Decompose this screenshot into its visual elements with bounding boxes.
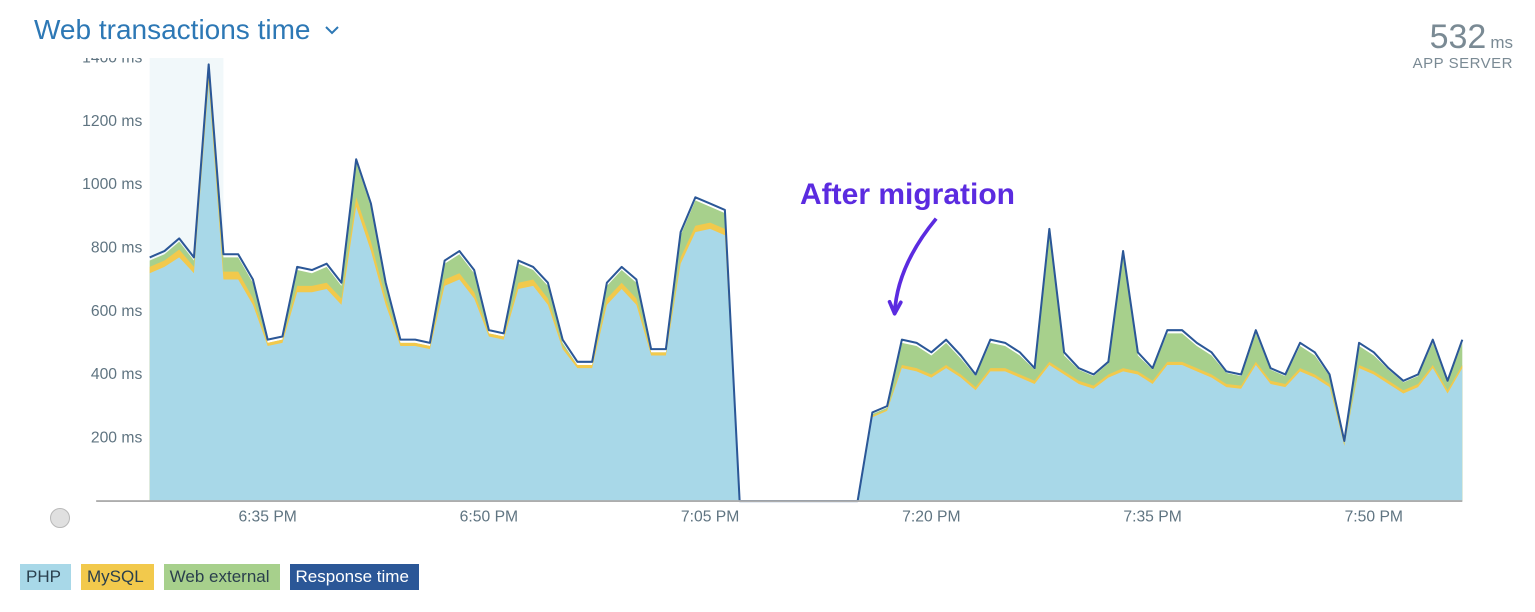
legend-label: Response time	[296, 567, 409, 587]
legend-item[interactable]: MySQL	[81, 564, 154, 590]
annotation-arrow	[895, 219, 937, 314]
chart-panel: Web transactions time 532ms APP SERVER 2…	[0, 0, 1535, 612]
chart-title-dropdown[interactable]: Web transactions time	[34, 14, 339, 46]
x-tick-label: 7:20 PM	[902, 508, 960, 525]
chart-title: Web transactions time	[34, 14, 311, 46]
y-tick-label: 1000 ms	[82, 176, 142, 193]
time-slider-handle[interactable]	[50, 508, 70, 528]
legend-label: Web external	[170, 567, 270, 587]
legend-item[interactable]: PHP	[20, 564, 71, 590]
legend-label: PHP	[26, 567, 61, 587]
x-tick-label: 7:05 PM	[681, 508, 739, 525]
chart-legend: PHP MySQL Web external Response time	[20, 564, 419, 590]
annotation-label: After migration	[800, 178, 1015, 212]
transactions-chart[interactable]: 200 ms 400 ms 600 ms 800 ms 1000 ms 1200 ms 14…	[20, 58, 1520, 538]
x-tick-label: 6:35 PM	[238, 508, 296, 525]
legend-label: MySQL	[87, 567, 144, 587]
x-tick-label: 6:50 PM	[460, 508, 518, 525]
y-tick-label: 400 ms	[91, 366, 143, 383]
y-tick-label: 1200 ms	[82, 113, 142, 130]
metric-unit: ms	[1490, 33, 1513, 52]
x-tick-label: 7:35 PM	[1123, 508, 1181, 525]
y-tick-label: 600 ms	[91, 303, 143, 320]
y-tick-label: 200 ms	[91, 429, 143, 446]
metric-value: 532	[1430, 18, 1487, 57]
chevron-down-icon	[325, 23, 339, 37]
y-tick-label: 1400 ms	[82, 58, 142, 67]
legend-item[interactable]: Web external	[164, 564, 280, 590]
legend-item[interactable]: Response time	[290, 564, 419, 590]
area-php	[150, 83, 1463, 501]
x-tick-label: 7:50 PM	[1345, 508, 1403, 525]
y-tick-label: 800 ms	[91, 240, 143, 257]
